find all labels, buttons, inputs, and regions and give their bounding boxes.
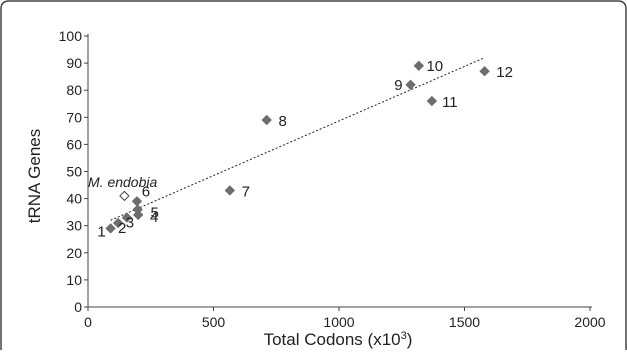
y-tick-label: 50 [66, 164, 82, 180]
data-point-10 [413, 60, 425, 72]
y-axis-title: tRNA Genes [25, 129, 44, 224]
y-tick-label: 60 [66, 136, 82, 152]
point-label-12: 12 [496, 64, 513, 81]
y-tick-label: 100 [59, 28, 83, 44]
y-tick-label: 20 [66, 245, 82, 261]
m-endobia-point [119, 190, 130, 202]
y-tick-label: 70 [66, 109, 82, 125]
point-label-3: 3 [126, 215, 134, 232]
data-point-7 [224, 185, 236, 196]
x-tick-label: 1500 [449, 314, 480, 330]
trendline [110, 57, 485, 221]
data-point-2 [112, 217, 124, 229]
y-tick-label: 40 [66, 191, 82, 207]
data-point-9 [405, 79, 416, 90]
m-endobia-annotation: M. endobia [88, 174, 157, 190]
data-point-3 [121, 212, 133, 223]
x-axis-title-main: Total Codons (x10 [264, 330, 401, 349]
y-tick-label: 90 [66, 55, 82, 71]
x-tick-label: 0 [84, 314, 92, 330]
data-point-6 [131, 196, 143, 207]
y-tick-label: 10 [66, 272, 82, 288]
x-tick-label: 2000 [574, 314, 605, 330]
data-point-11 [426, 95, 438, 107]
x-axis-title-sup: 3 [401, 330, 407, 342]
x-tick-label: 500 [202, 314, 226, 330]
data-point-8 [261, 114, 272, 126]
y-tick-label: 30 [66, 218, 82, 234]
point-label-10: 10 [426, 58, 443, 75]
x-tick-label: 1000 [323, 314, 354, 330]
y-tick-label: 80 [66, 82, 82, 98]
data-point-1 [105, 223, 116, 234]
point-label-7: 7 [242, 183, 250, 200]
x-axis-title: Total Codons (x103) [264, 330, 413, 349]
point-label-1: 1 [97, 223, 105, 240]
y-tick-label: 0 [74, 299, 82, 315]
data-point-5 [132, 204, 143, 215]
point-label-6: 6 [142, 183, 150, 200]
point-label-4: 4 [150, 209, 158, 226]
point-label-5: 5 [151, 204, 159, 221]
point-label-11: 11 [442, 94, 458, 111]
data-point-12 [479, 66, 490, 77]
point-label-2: 2 [118, 220, 126, 237]
point-label-9: 9 [394, 77, 402, 94]
point-label-8: 8 [279, 113, 287, 130]
x-axis-title-end: ) [407, 330, 413, 349]
